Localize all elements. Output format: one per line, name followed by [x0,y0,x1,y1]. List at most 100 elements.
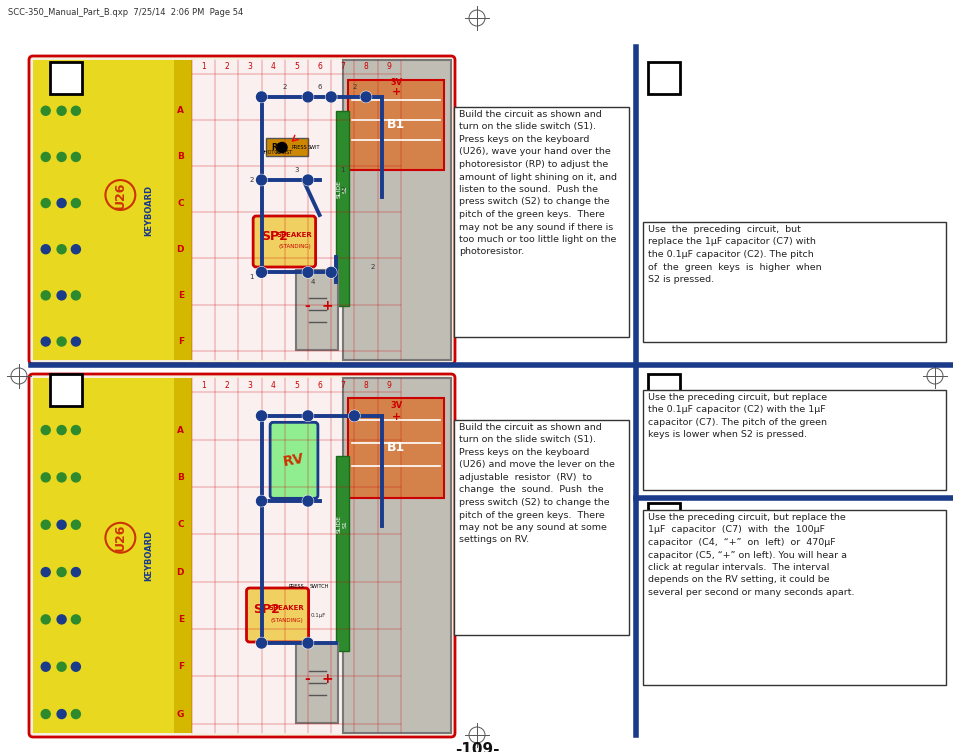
Circle shape [256,175,266,185]
Circle shape [303,638,313,648]
Circle shape [326,92,335,102]
Circle shape [41,473,51,482]
Text: 4: 4 [271,62,275,71]
Text: 4: 4 [271,381,275,390]
Circle shape [57,520,66,529]
Text: 2: 2 [371,264,375,270]
Circle shape [57,199,66,208]
Circle shape [256,411,266,421]
Text: A: A [176,426,184,435]
Text: 1: 1 [340,167,345,173]
Text: PHOTO: PHOTO [261,150,278,156]
Text: SP2: SP2 [253,603,279,616]
Text: RESIST: RESIST [274,150,292,156]
Circle shape [41,199,51,208]
Text: B1: B1 [386,441,405,454]
Text: Use  the  preceding  circuit,  but
replace the 1μF capacitor (C7) with
the 0.1μF: Use the preceding circuit, but replace t… [647,225,821,284]
Text: 2: 2 [352,84,356,90]
Bar [296,270,337,350]
Circle shape [349,411,359,421]
FancyBboxPatch shape [253,216,315,267]
Circle shape [71,426,80,435]
Circle shape [41,568,51,577]
Text: 1: 1 [249,274,253,280]
Circle shape [71,106,80,115]
Circle shape [57,291,66,300]
Bar [296,643,337,723]
Circle shape [57,615,66,624]
Text: 3: 3 [247,381,253,390]
Circle shape [256,92,266,102]
Text: KEYBOARD: KEYBOARD [144,184,153,235]
Circle shape [303,92,313,102]
Text: F: F [177,663,184,672]
Circle shape [303,175,313,185]
Text: 5: 5 [294,62,298,71]
Text: 7: 7 [340,381,345,390]
Bar [454,107,628,337]
Text: 2: 2 [224,62,229,71]
Bar [642,390,945,490]
Circle shape [276,142,287,153]
Text: 8: 8 [363,381,368,390]
Bar [173,60,192,360]
FancyBboxPatch shape [29,374,455,737]
Text: 0.1μF: 0.1μF [311,612,326,617]
Text: SCC-350_Manual_Part_B.qxp  7/25/14  2:06 PM  Page 54: SCC-350_Manual_Part_B.qxp 7/25/14 2:06 P… [8,8,243,17]
Text: 1: 1 [201,381,206,390]
Text: 3V: 3V [391,78,402,87]
Circle shape [41,426,51,435]
Circle shape [326,267,335,277]
Text: +: + [321,672,334,686]
Text: C: C [177,199,184,208]
Text: D: D [176,244,184,253]
Bar [454,420,628,635]
Text: +: + [321,299,334,313]
Text: U26: U26 [113,524,127,551]
Circle shape [41,291,51,300]
Text: 9: 9 [386,381,392,390]
Circle shape [303,267,313,277]
Circle shape [256,638,266,648]
Circle shape [71,615,80,624]
Text: RP: RP [271,143,282,152]
FancyBboxPatch shape [246,588,308,642]
Text: 3: 3 [247,62,253,71]
Circle shape [41,337,51,346]
Circle shape [57,710,66,719]
Bar [33,378,192,733]
Text: -: - [304,299,310,313]
Text: C: C [177,520,184,529]
Text: 9: 9 [386,62,392,71]
Circle shape [256,267,266,277]
Bar [192,60,400,360]
Text: 2: 2 [340,187,345,193]
Text: +: + [392,87,401,97]
Bar [173,378,192,733]
Text: 6: 6 [316,381,322,390]
Text: SLIDE
S1: SLIDE S1 [336,180,348,198]
Circle shape [41,710,51,719]
Text: B: B [176,473,184,482]
Circle shape [41,520,51,529]
Circle shape [71,244,80,253]
Text: KEYBOARD: KEYBOARD [144,530,153,581]
Text: 8: 8 [363,62,368,71]
Bar [642,510,945,685]
Text: D: D [176,568,184,577]
Circle shape [41,153,51,162]
Text: 4: 4 [311,279,314,285]
Text: +: + [392,412,401,422]
Bar [50,374,82,406]
Bar [348,80,443,170]
Text: SWIT: SWIT [308,145,320,150]
Text: F: F [177,337,184,346]
Circle shape [41,106,51,115]
Circle shape [41,663,51,672]
Circle shape [71,473,80,482]
Text: 3: 3 [294,167,298,173]
FancyBboxPatch shape [270,423,317,499]
Bar [192,378,400,733]
Circle shape [71,199,80,208]
Text: E: E [177,615,184,624]
